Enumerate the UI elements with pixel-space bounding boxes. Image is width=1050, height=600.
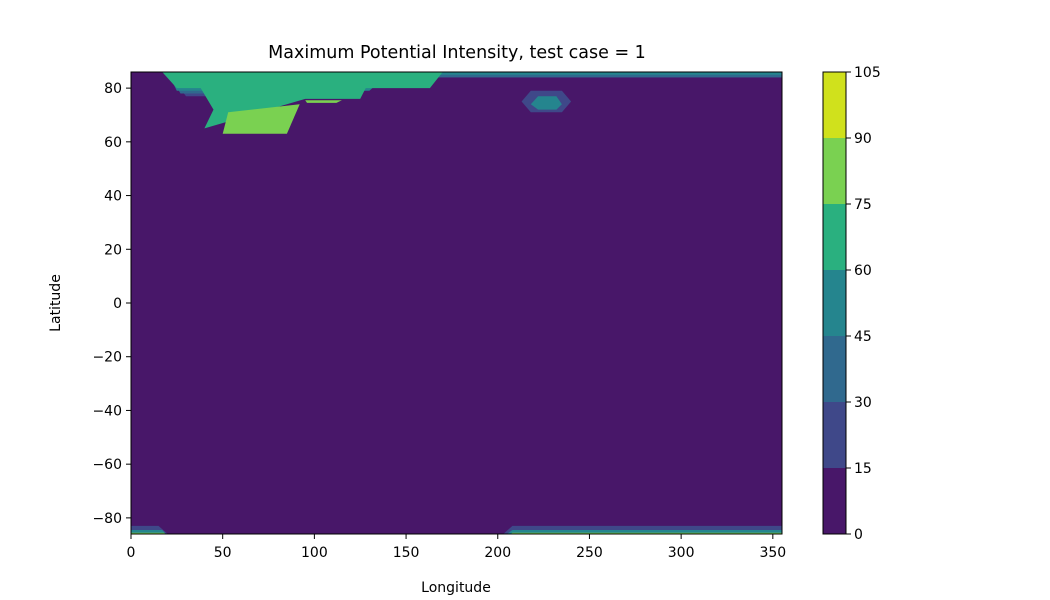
- x-tick-label: 0: [127, 545, 136, 561]
- contour-region: [530, 96, 562, 110]
- y-tick-label: −20: [92, 350, 122, 366]
- colorbar-segment: [823, 336, 846, 402]
- colorbar-segment: [823, 138, 846, 204]
- colorbar-tick-label: 15: [854, 461, 872, 477]
- contour-regions: [131, 72, 782, 534]
- x-tick-label: 300: [668, 545, 695, 561]
- colorbar: [822, 71, 847, 535]
- colorbar-segment: [823, 468, 846, 534]
- colorbar-tick-label: 30: [854, 395, 872, 411]
- colorbar-tick-label: 105: [854, 65, 881, 81]
- y-tick-label: 20: [104, 242, 122, 258]
- colorbar-segment: [823, 402, 846, 468]
- colorbar-frame: [822, 71, 847, 535]
- colorbar-segment: [823, 72, 846, 138]
- x-tick-label: 200: [484, 545, 511, 561]
- plot-area: [130, 71, 783, 535]
- colorbar-tick-label: 60: [854, 263, 872, 279]
- x-tick-label: 50: [214, 545, 232, 561]
- colorbar-tick-label: 0: [854, 527, 863, 543]
- chart-title: Maximum Potential Intensity, test case =…: [268, 43, 646, 63]
- y-tick-label: −40: [92, 403, 122, 419]
- x-axis-ticks: 0 50 100 150 200 250 300 350: [127, 534, 786, 561]
- contour-region: [305, 100, 342, 103]
- colorbar-segment: [823, 204, 846, 270]
- x-tick-label: 250: [576, 545, 603, 561]
- y-tick-label: −60: [92, 457, 122, 473]
- colorbar-tick-label: 90: [854, 131, 872, 147]
- colorbar-segment: [823, 270, 846, 336]
- y-axis-ticks: 80 60 40 20 0 −20 −40 −60 −80: [92, 81, 131, 527]
- x-tick-label: 100: [301, 545, 328, 561]
- colorbar-ticks: 0 15 30 45 60 75 90 105: [846, 65, 881, 543]
- x-tick-label: 350: [759, 545, 786, 561]
- plot-background: [131, 72, 782, 534]
- y-tick-label: 80: [104, 81, 122, 97]
- colorbar-tick-label: 45: [854, 329, 872, 345]
- y-tick-label: 40: [104, 189, 122, 205]
- contour-region: [222, 104, 300, 134]
- y-tick-label: −80: [92, 511, 122, 527]
- y-tick-label: 60: [104, 135, 122, 151]
- x-tick-label: 150: [393, 545, 420, 561]
- y-axis-label: Latitude: [48, 274, 64, 332]
- colorbar-tick-label: 75: [854, 197, 872, 213]
- x-axis-label: Longitude: [421, 580, 491, 596]
- y-tick-label: 0: [113, 296, 122, 312]
